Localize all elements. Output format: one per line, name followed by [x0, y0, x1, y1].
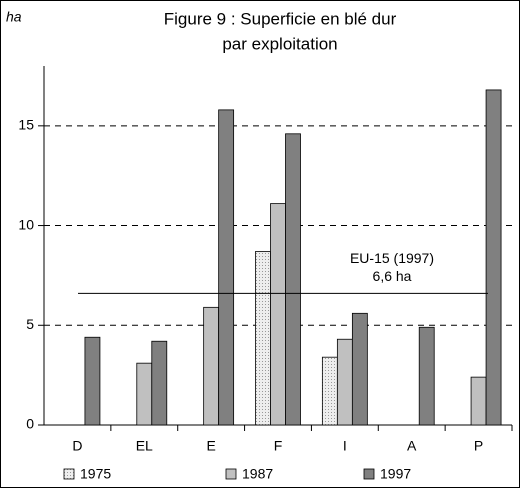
x-tick-label: P: [474, 438, 483, 454]
x-tick-label: A: [407, 438, 417, 454]
chart-title: Figure 9 : Superficie en blé dur: [164, 9, 397, 28]
chart-title: par exploitation: [222, 34, 337, 53]
reference-name: EU-15 (1997): [350, 250, 434, 266]
bar: [136, 362, 153, 426]
bar: [351, 312, 368, 426]
bar: [470, 376, 487, 426]
legend-label: 1997: [380, 466, 411, 482]
bar: [321, 356, 338, 426]
bar: [218, 109, 235, 426]
legend-swatch: [225, 468, 237, 480]
bar: [255, 251, 271, 426]
bar: [418, 326, 435, 426]
bar: [270, 203, 286, 426]
x-tick-label: I: [343, 438, 347, 454]
y-tick-label: 10: [18, 216, 34, 232]
x-tick-label: D: [72, 438, 82, 454]
legend-swatch: [63, 468, 75, 480]
bar: [336, 338, 353, 426]
legend-swatch: [363, 468, 375, 480]
y-axis-label: ha: [6, 9, 22, 25]
bar: [285, 133, 301, 426]
reference-label: 6,6 ha: [373, 268, 412, 284]
legend-label: 1987: [242, 466, 273, 482]
x-tick-label: F: [274, 438, 283, 454]
bar: [84, 336, 101, 426]
y-tick-label: 0: [26, 416, 34, 432]
bar: [485, 89, 502, 426]
x-tick-label: E: [206, 438, 215, 454]
bar: [203, 306, 220, 426]
legend-label: 1975: [80, 466, 111, 482]
y-tick-label: 15: [18, 117, 34, 133]
y-tick-label: 5: [26, 316, 34, 332]
bar: [151, 340, 168, 426]
x-tick-label: EL: [136, 438, 153, 454]
